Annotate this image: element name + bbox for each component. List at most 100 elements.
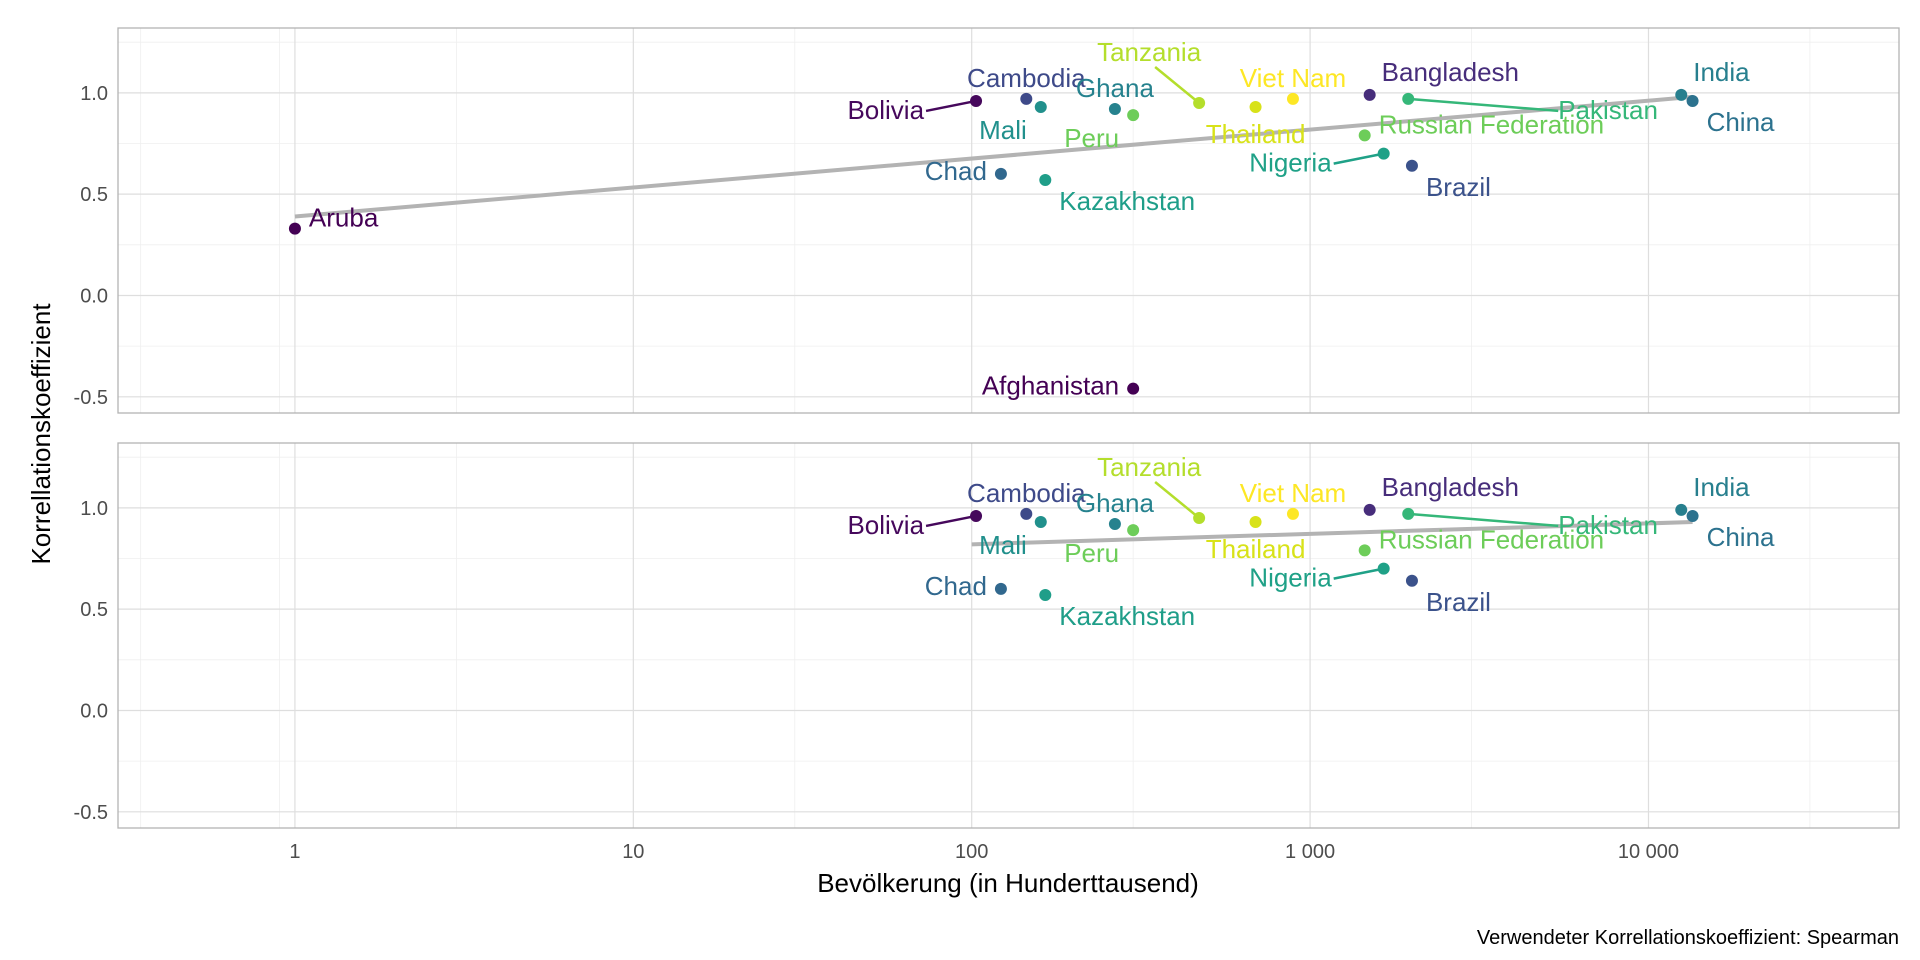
data-point (1108, 103, 1121, 116)
panel-border (117, 27, 1900, 414)
data-label: Bolivia (847, 510, 924, 540)
data-point (1675, 503, 1688, 516)
label-leader-line (1333, 567, 1384, 580)
trend-line (971, 520, 1693, 547)
data-label: Bangladesh (1382, 472, 1519, 502)
data-point (994, 167, 1007, 180)
data-point (1405, 574, 1418, 587)
trend-line (294, 94, 1693, 219)
data-point (1402, 92, 1415, 105)
data-label: India (1693, 57, 1750, 87)
y-tick-label: 0.5 (80, 599, 108, 621)
data-point (970, 94, 983, 107)
data-point (1358, 544, 1371, 557)
data-label: Kazakhstan (1059, 601, 1195, 631)
panel-border (117, 442, 1900, 829)
data-label: Ghana (1076, 488, 1155, 518)
data-label: Russian Federation (1379, 524, 1604, 554)
data-label: Bangladesh (1382, 57, 1519, 87)
chart-caption: Verwendeter Korrellationskoeffizient: Sp… (1477, 927, 1899, 949)
data-label: Brazil (1426, 172, 1491, 202)
data-label: Chad (925, 571, 987, 601)
data-point (1363, 88, 1376, 101)
data-point (1405, 159, 1418, 172)
data-point (1286, 92, 1299, 105)
y-tick-label: -0.5 (74, 387, 108, 409)
data-point (1686, 94, 1699, 107)
data-label: Peru (1064, 123, 1119, 153)
data-label: Russian Federation (1379, 109, 1604, 139)
data-label: Pakistan (1558, 95, 1658, 125)
y-tick-label: 0.5 (80, 184, 108, 206)
data-point (1193, 511, 1206, 524)
data-point (970, 509, 983, 522)
label-leader-line (925, 99, 977, 113)
panel-1: -0.5 0.0 0.5 1.0 Aruba Afghanistan Bolivia Camb… (74, 27, 1900, 414)
data-point (1249, 516, 1262, 529)
data-point (1402, 507, 1415, 520)
data-point (1020, 92, 1033, 105)
data-label: Pakistan (1558, 510, 1658, 540)
data-label: Tanzania (1097, 452, 1202, 482)
data-point (1034, 101, 1047, 114)
x-tick-label: 10 (622, 841, 644, 863)
data-label: Nigeria (1249, 563, 1332, 593)
label-leader-line (1154, 66, 1200, 104)
data-label: Cambodia (967, 478, 1086, 508)
data-point (1193, 96, 1206, 109)
data-point (1358, 129, 1371, 142)
data-label: Brazil (1426, 587, 1491, 617)
y-tick-label: -0.5 (74, 802, 108, 824)
data-label: Ghana (1076, 73, 1155, 103)
data-label: Peru (1064, 538, 1119, 568)
data-label: Cambodia (967, 63, 1086, 93)
label-leader-line (1333, 152, 1384, 165)
x-tick-label: 1 000 (1285, 841, 1335, 863)
data-label: India (1693, 472, 1750, 502)
x-tick-label: 100 (955, 841, 988, 863)
data-point (1286, 507, 1299, 520)
data-label: Bolivia (847, 95, 924, 125)
x-tick-label: 10 000 (1618, 841, 1679, 863)
label-leader-line (1408, 512, 1559, 528)
data-point (1034, 516, 1047, 529)
y-tick-label: 1.0 (80, 83, 108, 105)
data-point (994, 582, 1007, 595)
x-axis: 1 10 100 1 000 10 000 (289, 841, 1679, 863)
data-label: Aruba (309, 203, 379, 233)
data-label: Kazakhstan (1059, 186, 1195, 216)
data-label: Mali (979, 115, 1027, 145)
data-point (1039, 588, 1052, 601)
data-point (1108, 518, 1121, 531)
x-axis-title: Bevölkerung (in Hunderttausend) (817, 868, 1199, 898)
data-label: Tanzania (1097, 37, 1202, 67)
data-point (1249, 101, 1262, 114)
data-point (1675, 88, 1688, 101)
data-point (1127, 109, 1140, 122)
panel-2: -0.5 0.0 0.5 1.0 Bolivia Cambodia Mali Chad Kaza… (74, 442, 1900, 829)
data-label: Afghanistan (982, 371, 1119, 401)
data-label: Thailand (1206, 119, 1306, 149)
data-label: Viet Nam (1240, 478, 1346, 508)
data-label: Mali (979, 530, 1027, 560)
label-leader-line (1408, 97, 1559, 113)
y-tick-label: 1.0 (80, 498, 108, 520)
data-label: Chad (925, 156, 987, 186)
y-tick-label: 0.0 (80, 700, 108, 722)
data-label: China (1707, 522, 1775, 552)
data-label: China (1707, 107, 1775, 137)
data-label: Viet Nam (1240, 63, 1346, 93)
data-point (1377, 147, 1390, 160)
data-label: Nigeria (1249, 148, 1332, 178)
data-label: Thailand (1206, 534, 1306, 564)
data-point (1039, 173, 1052, 186)
data-point (1020, 507, 1033, 520)
data-point (1363, 503, 1376, 516)
data-point (1127, 524, 1140, 537)
data-point (288, 222, 301, 235)
y-axis-title: Korrellationskoeffizient (26, 303, 56, 565)
y-tick-label: 0.0 (80, 285, 108, 307)
label-leader-line (1154, 481, 1200, 519)
label-leader-line (925, 514, 977, 528)
